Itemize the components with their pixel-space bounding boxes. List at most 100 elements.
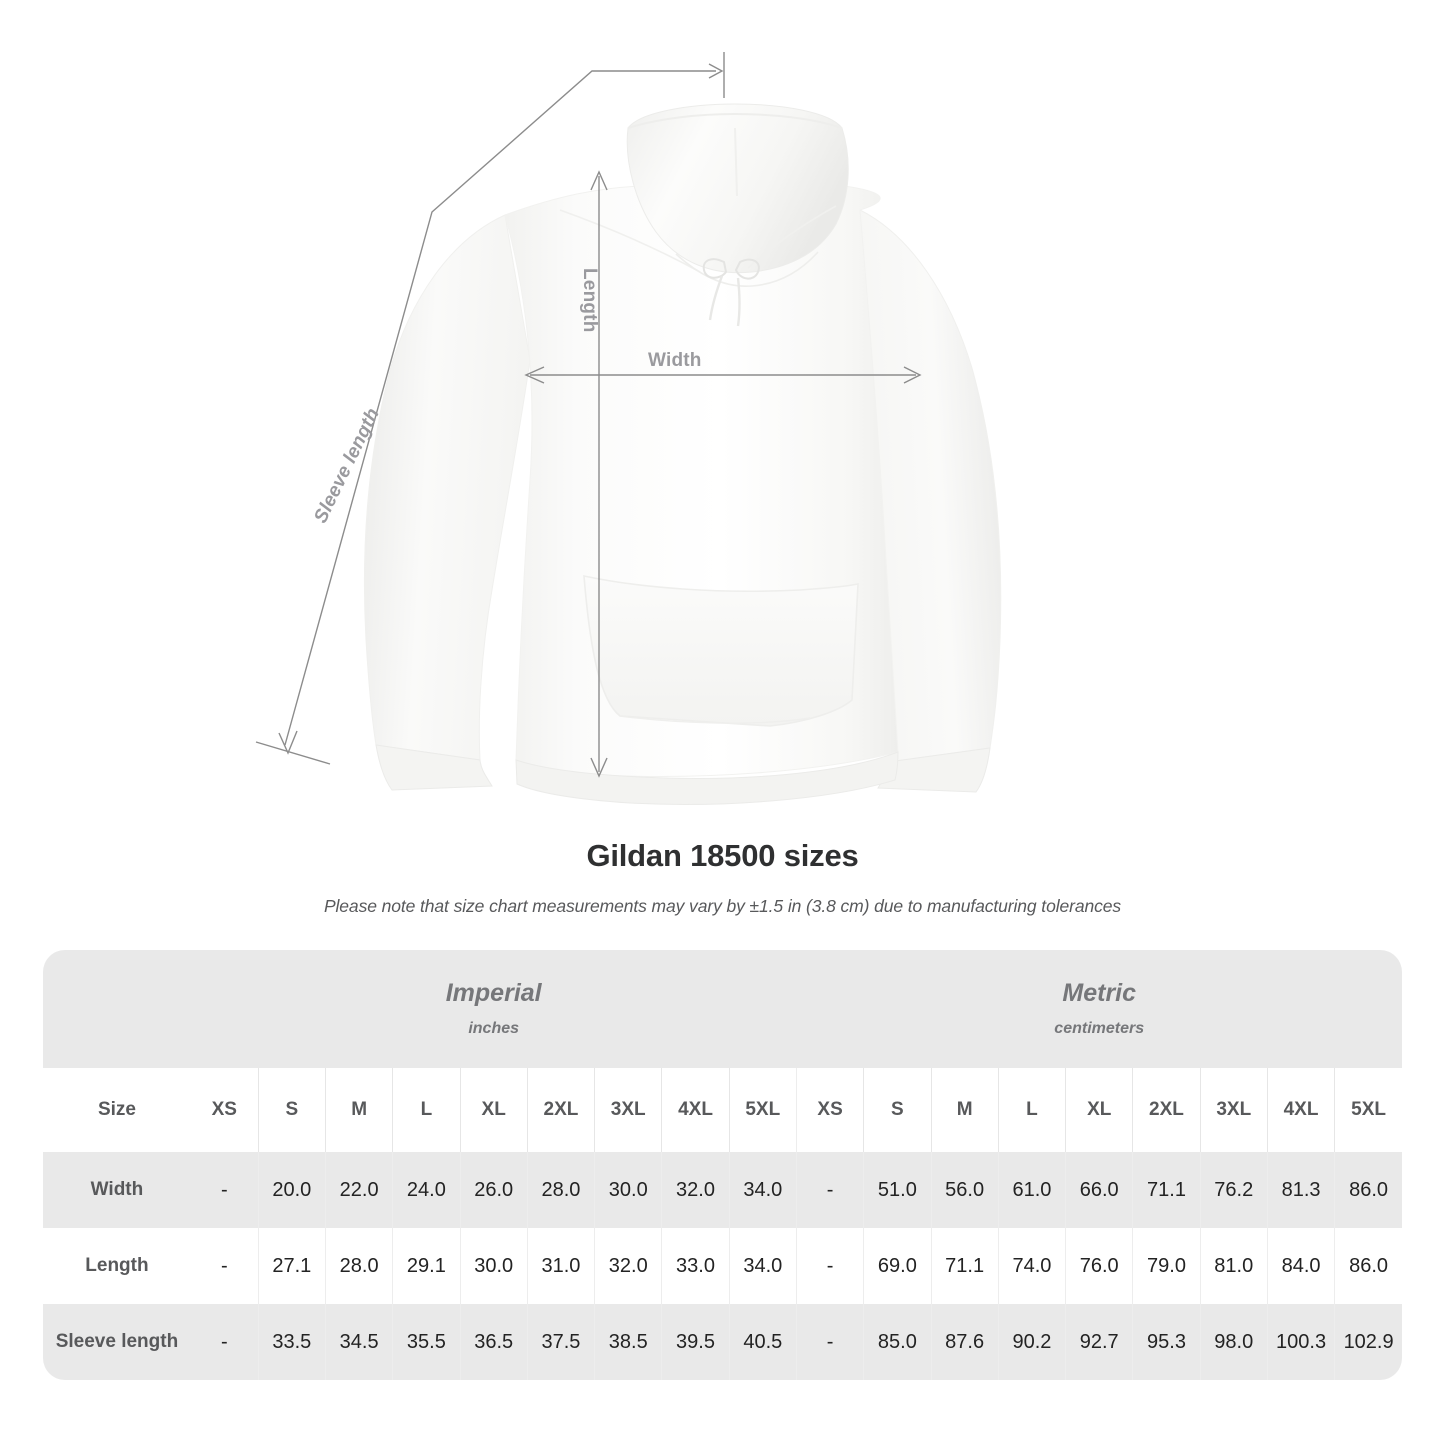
cell-width-metric-xl: 66.0 [1065,1152,1133,1228]
hoodie-illustration [363,103,1002,805]
header-imperial-2xl: 2XL [526,1068,595,1152]
header-imperial-xl: XL [459,1068,528,1152]
cell-length-imperial-xs: - [190,1228,259,1304]
header-imperial-xs: XS [190,1068,259,1152]
header-imperial-4xl: 4XL [661,1068,730,1152]
header-imperial-3xl: 3XL [594,1068,662,1152]
cell-width-imperial-5xl: 34.0 [728,1152,797,1228]
size-header-row: Size XS S M L XL 2XL 3XL 4XL 5XL XS S M … [43,1068,1402,1152]
cell-length-metric-3xl: 81.0 [1199,1228,1268,1304]
imperial-title: Imperial [445,978,542,1007]
cell-width-imperial-3xl: 30.0 [594,1152,662,1228]
table-row: Length - 27.1 28.0 29.1 30.0 31.0 32.0 3… [43,1228,1402,1304]
cell-sleeve-metric-5xl: 102.9 [1334,1304,1402,1380]
header-metric-m: M [930,1068,999,1152]
cell-width-imperial-4xl: 32.0 [661,1152,730,1228]
cell-sleeve-metric-2xl: 95.3 [1132,1304,1201,1380]
cell-length-imperial-s: 27.1 [257,1228,326,1304]
cell-width-metric-l: 61.0 [997,1152,1066,1228]
cell-length-metric-4xl: 84.0 [1266,1228,1335,1304]
width-left-arrowhead [524,366,545,384]
cell-length-imperial-3xl: 32.0 [594,1228,662,1304]
cell-sleeve-metric-l: 90.2 [997,1304,1066,1380]
cell-sleeve-imperial-4xl: 39.5 [661,1304,730,1380]
imperial-subtitle: inches [468,1020,520,1038]
cell-width-imperial-xs: - [190,1152,259,1228]
unit-banner-spacer [43,950,191,1068]
cell-length-imperial-4xl: 33.0 [661,1228,730,1304]
cell-width-metric-m: 56.0 [930,1152,999,1228]
cell-width-metric-3xl: 76.2 [1199,1152,1268,1228]
cell-width-metric-xs: - [795,1152,864,1228]
size-chart-table-wrapper: Imperial inches Metric centimeters Size … [43,950,1402,1380]
cell-sleeve-metric-s: 85.0 [863,1304,931,1380]
cell-width-imperial-l: 24.0 [392,1152,461,1228]
header-imperial-5xl: 5XL [728,1068,797,1152]
title-block: Gildan 18500 sizes Please note that size… [0,830,1445,917]
cell-length-imperial-m: 28.0 [324,1228,393,1304]
header-metric-s: S [863,1068,931,1152]
header-metric-l: L [997,1068,1066,1152]
cell-length-metric-l: 74.0 [997,1228,1066,1304]
header-metric-xl: XL [1065,1068,1133,1152]
size-chart-table: Imperial inches Metric centimeters Size … [43,950,1402,1380]
cell-sleeve-imperial-5xl: 40.5 [728,1304,797,1380]
garment-diagram: Width Length Sleeve length [255,52,1002,805]
sleeve-bottom-tick [255,741,331,765]
length-bottom-arrowhead [590,757,608,778]
cell-width-metric-2xl: 71.1 [1132,1152,1201,1228]
unit-banner-row: Imperial inches Metric centimeters [43,950,1402,1068]
cell-width-metric-4xl: 81.3 [1266,1152,1335,1228]
width-right-arrowhead [903,366,922,384]
width-label: Width [648,350,702,371]
cell-length-metric-xs: - [795,1228,864,1304]
cell-length-imperial-l: 29.1 [392,1228,461,1304]
header-metric-5xl: 5XL [1334,1068,1402,1152]
length-top-arrowhead [590,170,608,191]
unit-group-imperial: Imperial inches [190,950,797,1068]
cell-width-imperial-2xl: 28.0 [526,1152,595,1228]
page-title: Gildan 18500 sizes [586,838,859,873]
cell-sleeve-metric-4xl: 100.3 [1266,1304,1335,1380]
table-row: Sleeve length - 33.5 34.5 35.5 36.5 37.5… [43,1304,1402,1380]
metric-title: Metric [1062,978,1137,1007]
sleeve-length-line [284,70,716,746]
header-imperial-s: S [257,1068,326,1152]
metric-subtitle: centimeters [1054,1020,1145,1038]
tolerance-note: Please note that size chart measurements… [323,896,1122,916]
header-metric-xs: XS [795,1068,864,1152]
cell-sleeve-imperial-l: 35.5 [392,1304,461,1380]
cell-width-metric-5xl: 86.0 [1334,1152,1402,1228]
unit-group-metric: Metric centimeters [796,950,1402,1068]
header-metric-4xl: 4XL [1266,1068,1335,1152]
cell-length-metric-s: 69.0 [863,1228,931,1304]
cell-sleeve-imperial-3xl: 38.5 [594,1304,662,1380]
row-label-sleeve-length: Sleeve length [43,1304,191,1380]
header-metric-2xl: 2XL [1132,1068,1201,1152]
cell-length-metric-5xl: 86.0 [1334,1228,1402,1304]
cell-sleeve-metric-xl: 92.7 [1065,1304,1133,1380]
header-imperial-m: M [324,1068,393,1152]
cell-sleeve-metric-m: 87.6 [930,1304,999,1380]
row-label-width: Width [43,1152,191,1228]
cell-width-imperial-s: 20.0 [257,1152,326,1228]
cell-length-metric-2xl: 79.0 [1132,1228,1201,1304]
row-label-length: Length [43,1228,191,1304]
header-size-label: Size [43,1068,191,1152]
cell-width-metric-s: 51.0 [863,1152,931,1228]
cell-length-imperial-2xl: 31.0 [526,1228,595,1304]
cell-sleeve-imperial-m: 34.5 [324,1304,393,1380]
cell-length-metric-xl: 76.0 [1065,1228,1133,1304]
cell-sleeve-imperial-xl: 36.5 [459,1304,528,1380]
cell-sleeve-metric-xs: - [795,1304,864,1380]
cell-sleeve-imperial-xs: - [190,1304,259,1380]
cell-sleeve-metric-3xl: 98.0 [1199,1304,1268,1380]
cell-width-imperial-xl: 26.0 [459,1152,528,1228]
cell-sleeve-imperial-2xl: 37.5 [526,1304,595,1380]
cell-length-imperial-xl: 30.0 [459,1228,528,1304]
cell-sleeve-imperial-s: 33.5 [257,1304,326,1380]
table-row: Width - 20.0 22.0 24.0 26.0 28.0 30.0 32… [43,1152,1402,1228]
measurement-annotations [255,52,922,778]
cell-length-imperial-5xl: 34.0 [728,1228,797,1304]
cell-length-metric-m: 71.1 [930,1228,999,1304]
